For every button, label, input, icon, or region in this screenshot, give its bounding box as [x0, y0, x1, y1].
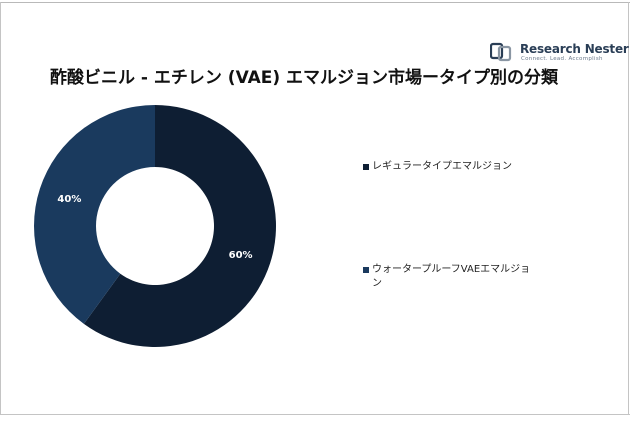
- donut-slice-2: [34, 105, 155, 324]
- slice-data-label-2: 40%: [57, 194, 81, 205]
- frame-right-border: [628, 2, 629, 415]
- research-nester-logo: Research Nester Connect. Lead. Accomplis…: [490, 40, 629, 64]
- chart-title: 酢酸ビニル - エチレン (VAE) エマルジョン市場ータイプ別の分類: [50, 68, 559, 88]
- slice-data-label-1: 60%: [229, 250, 253, 261]
- logo-mark-icon: [490, 42, 512, 62]
- legend-swatch-1: [363, 164, 369, 170]
- logo-tagline: Connect. Lead. Accomplish: [521, 56, 603, 62]
- legend-swatch-2: [363, 267, 369, 273]
- frame-bottom-border: [0, 414, 630, 415]
- legend-label-1: レギュラータイプエマルジョン: [372, 161, 512, 172]
- frame-left-border: [0, 2, 1, 415]
- frame-top-border: [0, 2, 630, 3]
- logo-name: Research Nester: [520, 42, 629, 56]
- donut-slice-1: [83, 105, 276, 347]
- legend-label-2: ウォータープルーフVAEエマルジョン: [372, 264, 531, 289]
